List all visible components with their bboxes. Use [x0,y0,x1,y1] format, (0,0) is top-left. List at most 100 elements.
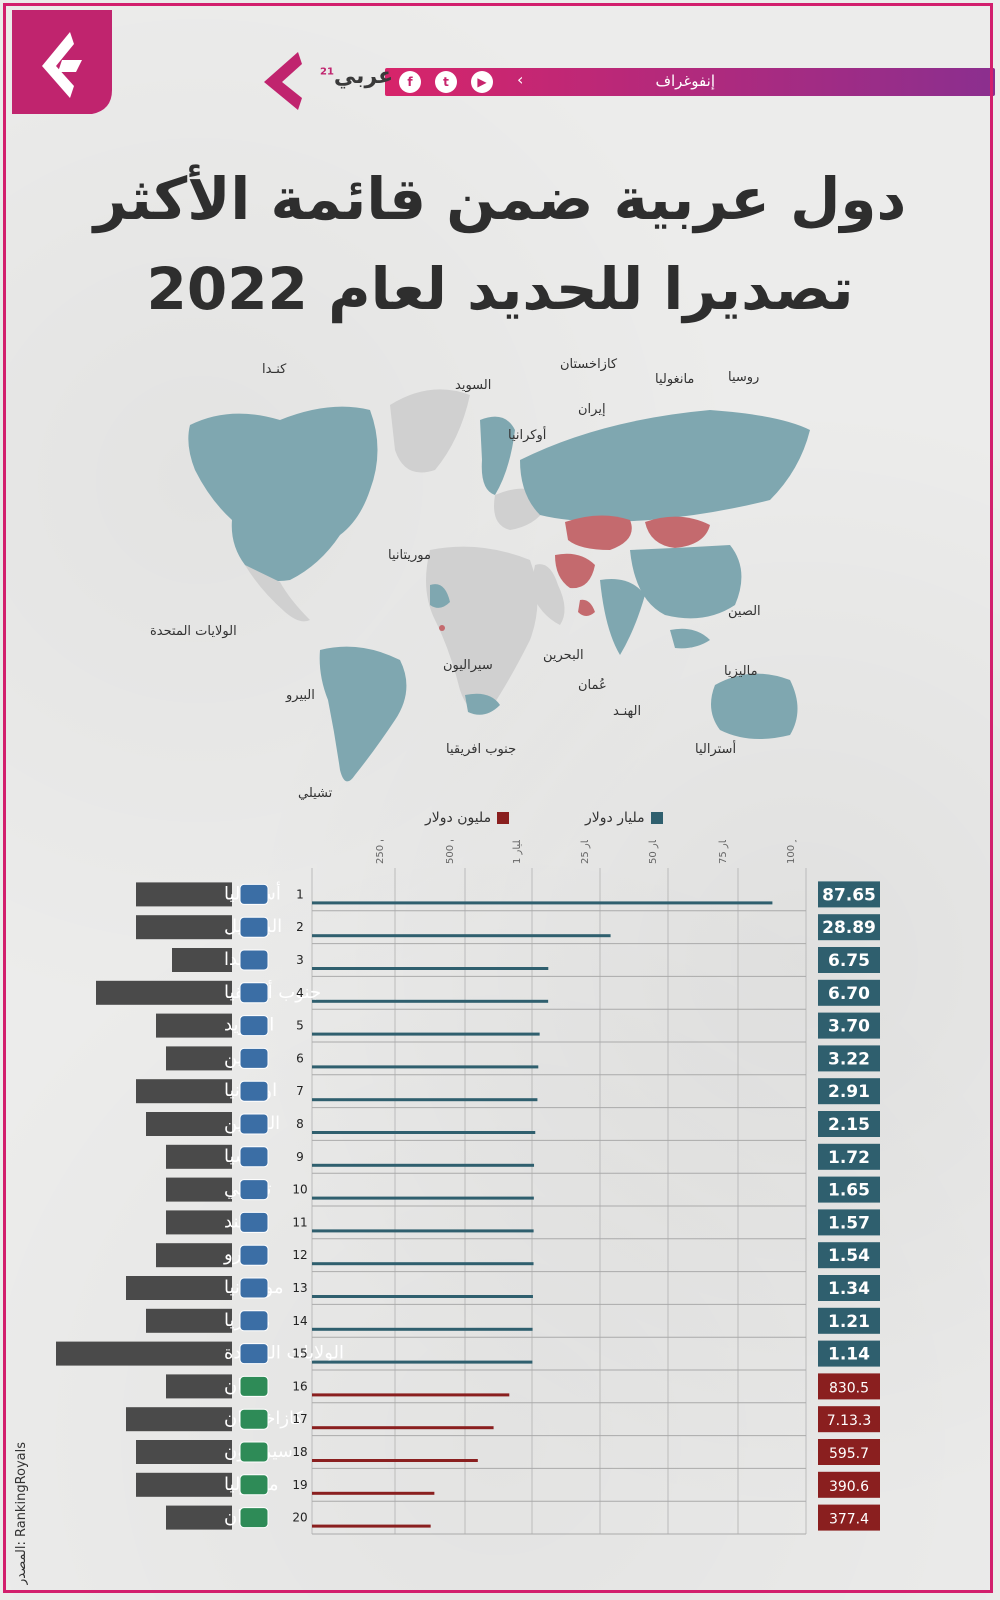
map-label-kazakhstan: كازاخستان [560,357,618,372]
flag-sweden-icon [239,1015,269,1037]
country-label-bg [136,1079,232,1104]
value-badge [818,1340,880,1367]
map-label-bahrain: البحرين [543,648,584,663]
map-label-ukraine: أوكرانيا [508,428,547,443]
legend-swatch-million [497,812,510,824]
axis-tick-label: 100 مليار [786,840,797,864]
country-label-bg [126,1276,232,1300]
data-label: 1.54 [828,1246,870,1266]
data-label: 1.21 [828,1312,870,1332]
flag-peru-icon [239,1244,269,1266]
bar [312,1196,534,1200]
map-label-sweden: السويد [455,378,492,393]
map-label-malaysia: ماليزيا [724,664,758,679]
axis-tick-label: 500 مليون [445,840,456,864]
data-label: 1.72 [828,1148,870,1168]
map-label-china: الصين [728,604,761,619]
chevron-left-icon: ‹ [517,70,524,89]
data-label: 1.14 [828,1345,870,1365]
flag-india-icon [239,1211,269,1233]
rank-number: 7 [296,1084,304,1098]
country-label-bg [166,1210,232,1235]
legend-billion: مليار دولار [585,810,663,826]
country-label-bg [172,948,232,972]
legend-label-billion: مليار دولار [585,810,645,826]
axis-tick-label: 250 مليون [375,840,386,864]
rank-number: 20 [292,1511,307,1525]
value-badge [818,1078,880,1105]
legend-label-million: مليون دولار [425,810,492,826]
rank-number: 6 [296,1051,304,1065]
data-label: 2.91 [828,1082,870,1102]
rank-number: 16 [292,1379,307,1393]
value-badge [818,979,880,1006]
country-label-bg [96,980,232,1005]
value-badge [818,1471,880,1498]
flag-mongolia-icon [239,1474,269,1496]
flag-iran-icon [239,1507,269,1529]
rank-number: 13 [292,1281,307,1295]
data-label: 87.65 [822,885,876,905]
value-badge [818,1209,880,1236]
value-badge [818,1439,880,1465]
bar [312,1098,538,1102]
bar [312,1295,533,1298]
value-badge [818,947,880,973]
rank-number: 2 [296,920,304,934]
rank-number: 15 [292,1347,307,1361]
corner-logo [12,10,112,114]
bar [312,1032,540,1036]
rank-number: 1 [296,887,304,901]
axis-tick-label: 25 مليار [580,840,591,864]
data-label: 28.89 [822,918,876,938]
rank-number: 5 [296,1019,304,1033]
flag-brazil-icon [239,916,269,938]
value-badge [818,1406,880,1433]
bar [312,1163,535,1167]
country-label-bg [156,1013,232,1038]
value-badge [818,914,880,941]
country-label-bg [166,1505,232,1530]
map-label-south-africa: جنوب افريقيا [446,742,517,757]
brand-logo-icon [264,52,302,110]
map-label-iran: إيران [578,402,606,417]
twitter-icon[interactable]: t [435,71,457,93]
legend-million: مليون دولار [425,810,510,826]
country-label-bg [146,1308,232,1333]
bar [312,901,773,905]
flag-usa-icon [239,1343,269,1365]
bar [312,1426,494,1430]
value-badge [818,1045,880,1072]
country-label-bg [136,882,232,907]
country-label-bg [166,1177,232,1202]
value-badge [818,1275,880,1301]
rank-number: 14 [292,1314,307,1328]
brand-text: عربي [333,64,394,89]
value-badge [818,1176,880,1203]
section-label: إنفوغراف [655,72,715,90]
bar [312,1360,533,1364]
source-note: المصدر: RankingRoyals [14,1442,29,1585]
youtube-icon[interactable]: ▶ [471,71,493,93]
map-label-canada: كنـدا [262,362,287,377]
country-label-bg [136,1472,232,1497]
brand-sup: 21 [320,66,334,78]
data-label: 830.5 [829,1380,869,1396]
value-badge [818,1143,880,1170]
flag-bahrain-icon [239,1113,269,1135]
country-label-bg [166,1144,232,1169]
map-label-australia: أستراليا [695,742,737,757]
facebook-icon[interactable]: f [399,71,421,93]
data-label: 1.65 [828,1181,870,1201]
axis-tick-label: 50 مليار [648,840,659,864]
data-label: 6.70 [828,984,870,1004]
data-label: 595.7 [829,1446,869,1462]
flag-oman-icon [239,1375,269,1397]
flag-china-icon [239,1047,269,1069]
bar [312,999,549,1003]
bar [312,1131,536,1134]
value-badge [818,1111,880,1137]
data-label: 1.57 [828,1213,870,1233]
country-label-bg [146,1112,232,1136]
rank-number: 19 [292,1478,307,1492]
